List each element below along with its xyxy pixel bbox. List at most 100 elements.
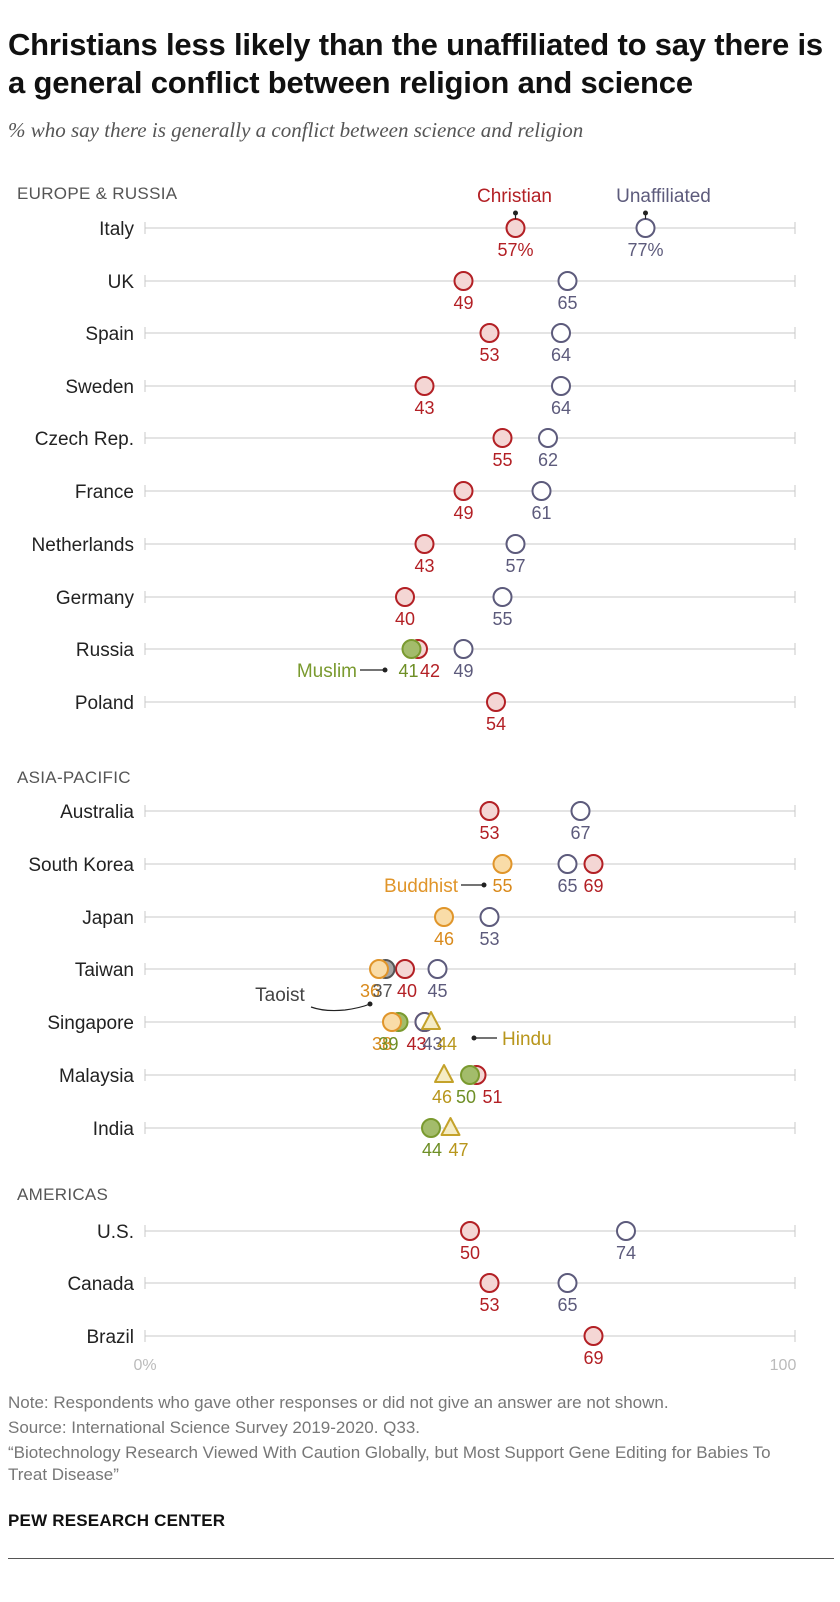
marker-unaffiliated-australia xyxy=(570,801,591,821)
value-label-unaffiliated-u-s: 74 xyxy=(616,1243,636,1263)
marker-christian-u-s xyxy=(460,1221,480,1241)
callout-muslim: Muslim xyxy=(297,661,357,682)
value-label-unaffiliated-france: 61 xyxy=(531,503,551,523)
callout-buddhist: Buddhist xyxy=(384,876,459,897)
marker-christian-netherlands xyxy=(414,534,435,554)
callout-taoist-leader xyxy=(310,1003,371,1012)
marker-christian-spain xyxy=(479,323,500,343)
value-label-christian-france: 49 xyxy=(453,503,473,523)
value-label-muslim-malaysia: 50 xyxy=(456,1087,476,1107)
dot-plot: EUROPE & RUSSIA Italy 57% 77% UK 49 65 Spain 53 6… xyxy=(17,184,797,1374)
source-text: Source: International Science Survey 201… xyxy=(8,1418,421,1437)
value-label-unaffiliated-netherlands: 57 xyxy=(505,556,525,576)
value-label-christian-sweden: 43 xyxy=(414,398,434,418)
value-label-buddhist-taiwan: 36 xyxy=(360,981,380,1001)
marker-unaffiliated-u-s xyxy=(616,1221,636,1241)
value-label-unaffiliated-italy: 77% xyxy=(627,240,663,260)
marker-unaffiliated-uk xyxy=(557,271,578,291)
chart-title: Christians less likely than the unaffili… xyxy=(8,27,823,100)
note-text: Note: Respondents who gave other respons… xyxy=(8,1393,669,1412)
country-label-uk: UK xyxy=(108,272,135,293)
country-label-india: India xyxy=(93,1119,135,1140)
value-label-christian-russia: 42 xyxy=(420,661,440,681)
value-label-christian-uk: 49 xyxy=(453,293,473,313)
country-label-france: France xyxy=(75,482,134,503)
marker-buddhist-taiwan xyxy=(369,959,389,979)
marker-christian-south-korea xyxy=(583,854,604,874)
country-label-south-korea: South Korea xyxy=(28,855,134,876)
value-label-unaffiliated-czech-rep: 62 xyxy=(538,450,558,470)
value-label-unaffiliated-taiwan: 45 xyxy=(427,981,447,1001)
value-label-unaffiliated-spain: 64 xyxy=(551,345,571,365)
value-label-buddhist-singapore: 38 xyxy=(372,1034,392,1054)
region-label-americas: AMERICAS xyxy=(17,1185,108,1204)
country-label-taiwan: Taiwan xyxy=(75,960,134,981)
country-label-japan: Japan xyxy=(82,908,134,929)
callout-buddhist-dot xyxy=(481,882,487,888)
marker-muslim-india xyxy=(421,1118,441,1138)
marker-hindu-malaysia xyxy=(434,1064,454,1083)
marker-muslim-russia xyxy=(401,639,422,659)
value-label-hindu-india: 47 xyxy=(448,1140,468,1160)
value-label-christian-czech-rep: 55 xyxy=(492,450,512,470)
country-label-germany: Germany xyxy=(56,588,135,609)
value-label-taoist-taiwan: 37 xyxy=(372,981,392,1001)
value-label-christian-south-korea: 69 xyxy=(583,876,603,896)
country-label-spain: Spain xyxy=(85,324,134,345)
callout-muslim-dot xyxy=(382,667,388,673)
country-label-netherlands: Netherlands xyxy=(32,535,134,556)
marker-christian-sweden xyxy=(414,376,435,396)
marker-unaffiliated-sweden xyxy=(551,376,571,396)
value-label-christian-malaysia: 51 xyxy=(482,1087,502,1107)
marker-buddhist-singapore xyxy=(382,1012,402,1032)
value-label-christian-australia: 53 xyxy=(479,823,499,843)
country-label-russia: Russia xyxy=(76,640,135,661)
marker-christian-italy xyxy=(505,218,526,238)
value-label-christian-netherlands: 43 xyxy=(414,556,434,576)
callout-taoist: Taoist xyxy=(255,985,305,1006)
marker-christian-poland xyxy=(486,692,506,712)
bottom-divider xyxy=(8,1558,834,1559)
callout-unaffiliated-dot xyxy=(643,210,648,216)
value-label-muslim-singapore: 39 xyxy=(378,1034,398,1054)
value-label-muslim-india: 44 xyxy=(422,1140,442,1160)
pew-research-center-logo: PEW RESEARCH CENTER xyxy=(8,1511,226,1530)
country-label-czech-rep: Czech Rep. xyxy=(35,429,134,450)
marker-unaffiliated-france xyxy=(531,481,552,501)
value-label-christian-canada: 53 xyxy=(479,1295,499,1315)
callout-unaffiliated: Unaffiliated xyxy=(616,186,711,207)
value-label-christian-spain: 53 xyxy=(479,345,499,365)
marker-unaffiliated-spain xyxy=(551,323,571,343)
country-label-australia: Australia xyxy=(60,802,134,823)
marker-christian-uk xyxy=(453,271,474,291)
region-label-asia-pacific: ASIA-PACIFIC xyxy=(17,768,131,787)
country-label-sweden: Sweden xyxy=(65,377,134,398)
value-label-christian-singapore: 43 xyxy=(406,1034,426,1054)
value-label-christian-taiwan: 40 xyxy=(397,981,417,1001)
value-label-unaffiliated-singapore: 43 xyxy=(422,1034,442,1054)
callout-hindu-dot xyxy=(471,1035,477,1041)
value-label-christian-germany: 40 xyxy=(395,609,415,629)
x-axis-label-max: 100 xyxy=(770,1357,797,1374)
marker-unaffiliated-taiwan xyxy=(427,959,448,979)
report-title-text: “Biotechnology Research Viewed With Caut… xyxy=(8,1443,771,1484)
marker-christian-brazil xyxy=(583,1326,604,1346)
marker-unaffiliated-south-korea xyxy=(557,854,578,874)
marker-unaffiliated-italy xyxy=(635,218,656,238)
callout-taoist-dot xyxy=(367,1001,373,1007)
marker-christian-germany xyxy=(395,587,415,607)
marker-muslim-malaysia xyxy=(460,1065,480,1085)
value-label-hindu-malaysia: 46 xyxy=(432,1087,452,1107)
marker-hindu-singapore xyxy=(421,1011,441,1030)
value-label-christian-u-s: 50 xyxy=(460,1243,480,1263)
chart-subtitle: % who say there is generally a conflict … xyxy=(8,118,584,142)
value-label-christian-italy: 57% xyxy=(497,240,533,260)
value-label-unaffiliated-south-korea: 65 xyxy=(557,876,577,896)
country-label-brazil: Brazil xyxy=(86,1327,134,1348)
value-label-unaffiliated-australia: 67 xyxy=(570,823,590,843)
value-label-unaffiliated-canada: 65 xyxy=(557,1295,577,1315)
country-label-u-s: U.S. xyxy=(97,1222,134,1243)
value-label-christian-poland: 54 xyxy=(486,714,506,734)
marker-christian-taiwan xyxy=(395,959,415,979)
value-label-hindu-singapore: 44 xyxy=(437,1034,457,1054)
